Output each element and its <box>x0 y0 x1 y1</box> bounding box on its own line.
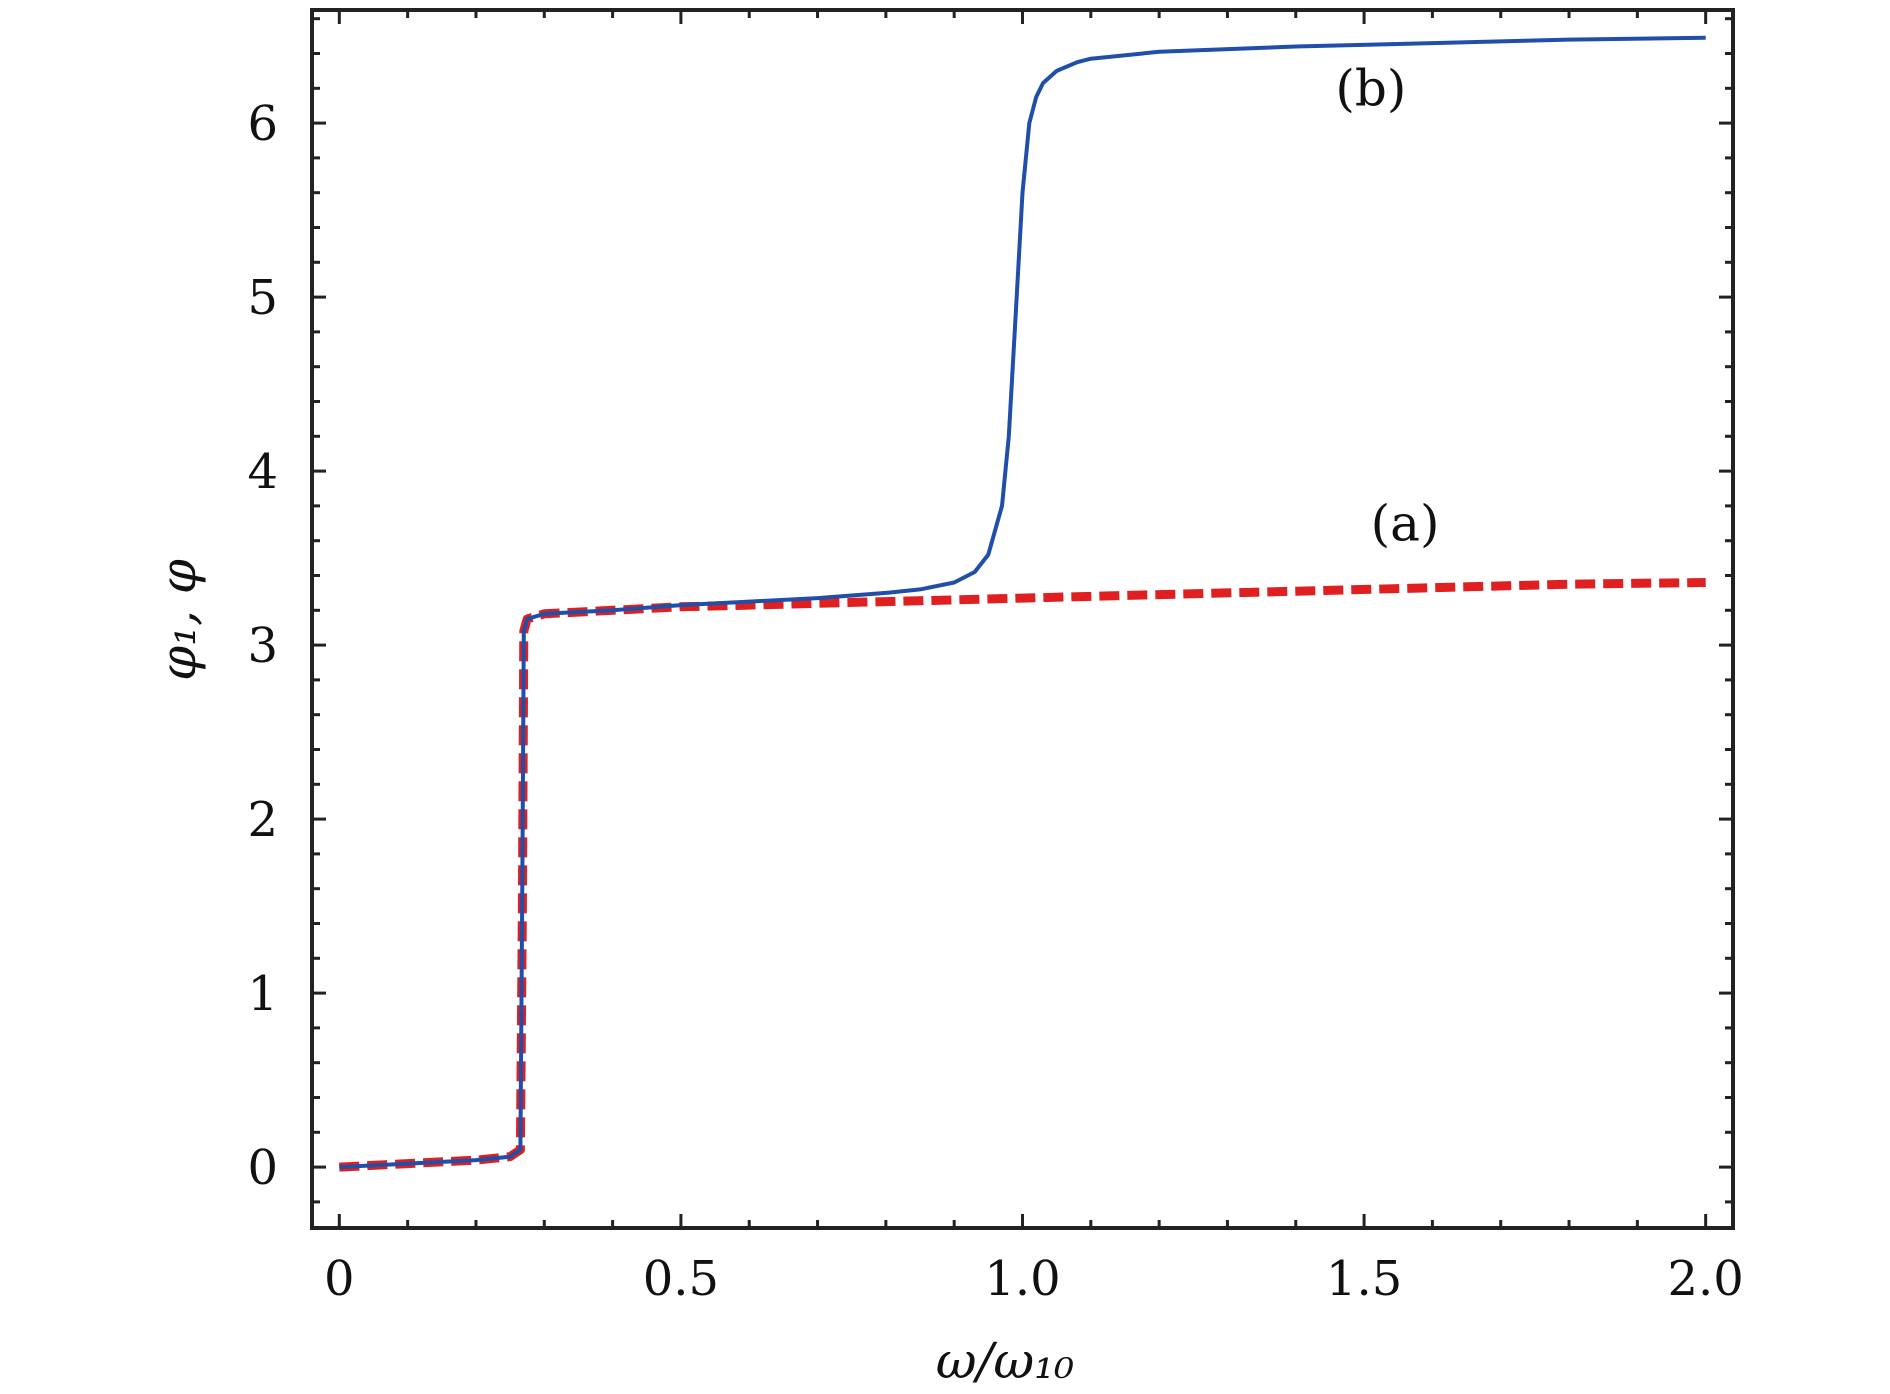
y-tick-label: 0 <box>247 1140 278 1196</box>
x-axis-label: ω/ω₁₀ <box>936 1332 1074 1390</box>
y-tick-label: 2 <box>247 792 278 848</box>
curve-annotation: (b) <box>1335 60 1406 118</box>
y-tick-label: 6 <box>247 96 278 152</box>
y-tick-label: 3 <box>247 618 278 674</box>
series-line-a <box>339 578 1706 1172</box>
y-tick-labels: 0 1 2 3 4 5 6 <box>247 96 278 1196</box>
y-tick-label: 5 <box>247 270 278 326</box>
y-axis-label: φ₁, φ <box>149 559 207 681</box>
x-tick-label: 1.0 <box>984 1251 1060 1307</box>
series-line-b <box>339 35 1706 1170</box>
x-tick-label: 2.0 <box>1668 1251 1744 1307</box>
x-tick-label: 1.5 <box>1326 1251 1402 1307</box>
y-tick-label: 1 <box>247 966 278 1022</box>
series-group <box>339 35 1706 1172</box>
curve-annotations: (a) (b) <box>1335 60 1439 553</box>
x-tick-labels: 0 0.5 1.0 1.5 2.0 <box>324 1251 1744 1307</box>
x-tick-label: 0.5 <box>643 1251 719 1307</box>
axis-ticks <box>312 10 1733 1228</box>
curve-annotation: (a) <box>1371 495 1440 553</box>
y-tick-label: 4 <box>247 444 278 500</box>
x-tick-label: 0 <box>324 1251 355 1307</box>
